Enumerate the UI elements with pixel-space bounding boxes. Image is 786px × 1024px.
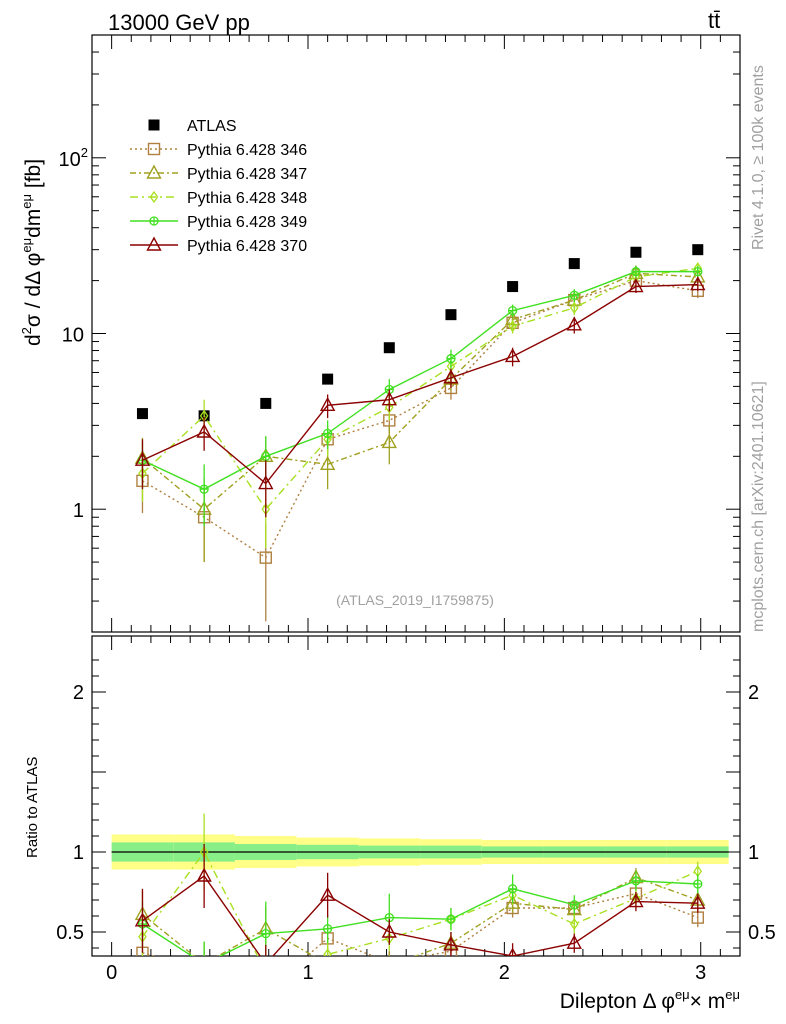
point-atlas bbox=[322, 373, 334, 385]
series-line-p348 bbox=[141, 267, 698, 511]
ratio-point-p346 bbox=[384, 957, 395, 968]
legend-label-p346: Pythia 6.428 346 bbox=[187, 142, 307, 159]
point-atlas bbox=[136, 408, 148, 420]
ratio-ylabel: Ratio to ATLAS bbox=[24, 757, 41, 858]
point-p347 bbox=[319, 455, 336, 471]
ratio-point-p370 bbox=[628, 893, 644, 908]
point-p348 bbox=[569, 301, 579, 314]
point-p346 bbox=[259, 551, 272, 564]
main-ylabel: d2σ / dΔ φeμdmeμ [fb] bbox=[19, 159, 45, 346]
series-line-p347 bbox=[142, 272, 698, 511]
point-p370 bbox=[566, 316, 582, 331]
point-atlas bbox=[260, 397, 272, 409]
legend-label-p348: Pythia 6.428 348 bbox=[187, 190, 307, 207]
ratio-point-p370 bbox=[381, 923, 397, 938]
ratio-line-p349 bbox=[142, 880, 698, 956]
ratio-point-p347 bbox=[383, 959, 396, 971]
legend: ATLAS Pythia 6.428 346 Pythia 6.428 347 Pyt… bbox=[130, 118, 307, 255]
main-series bbox=[134, 244, 706, 622]
series-line-p349 bbox=[142, 270, 698, 490]
mcplots-label: mcplots.cern.ch [arXiv:2401.10621] bbox=[750, 381, 767, 632]
ratio-point-p370 bbox=[265, 955, 267, 956]
ratio-point-p370 bbox=[196, 867, 212, 882]
main-ytick-label-exponent: 2 bbox=[81, 145, 88, 160]
ratio-point-p370 bbox=[319, 886, 336, 901]
ratio-point-p346 bbox=[199, 965, 210, 976]
legend-label-atlas: ATLAS bbox=[187, 118, 237, 135]
ratio-frame bbox=[91, 635, 741, 957]
analysis-watermark: (ATLAS_2019_I1759875) bbox=[336, 592, 494, 608]
ratio-series bbox=[134, 813, 706, 997]
ratio-line-p348 bbox=[141, 850, 699, 956]
ratio-ytick-label-right: 1 bbox=[748, 842, 759, 864]
ratio-ytick-label: 0.5 bbox=[56, 922, 84, 944]
legend-label-p347: Pythia 6.428 347 bbox=[187, 166, 307, 183]
ratio-point-p347 bbox=[327, 955, 328, 956]
ratio-point-p348 bbox=[323, 948, 332, 956]
point-atlas bbox=[507, 281, 519, 293]
ratio-point-p348 bbox=[262, 967, 269, 977]
energy-label: 13000 GeV pp bbox=[108, 10, 250, 35]
point-atlas bbox=[692, 244, 704, 256]
point-atlas bbox=[630, 246, 642, 258]
ratio-ytick-label-right: 0.5 bbox=[748, 922, 776, 944]
point-p370 bbox=[443, 369, 459, 384]
ratio-uncertainty-band bbox=[111, 834, 729, 870]
ratio-point-p370 bbox=[443, 936, 459, 951]
rivet-label: Rivet 4.1.0, ≥ 100k events bbox=[750, 65, 767, 250]
point-p370 bbox=[504, 348, 521, 363]
point-p348 bbox=[508, 320, 517, 333]
series-line-p346 bbox=[142, 279, 698, 559]
ratio-point-p347 bbox=[203, 955, 205, 956]
ratio-ytick-label: 2 bbox=[73, 682, 84, 704]
ratio-line-p370 bbox=[142, 875, 698, 956]
point-p370 bbox=[690, 276, 706, 291]
xtick-label: 3 bbox=[695, 962, 706, 984]
point-p370 bbox=[258, 475, 274, 490]
xtick-label: 1 bbox=[302, 962, 313, 984]
ratio-line-p346 bbox=[142, 892, 699, 956]
ratio-point-p347 bbox=[504, 894, 521, 909]
ratio-point-p348 bbox=[569, 917, 579, 931]
point-p348 bbox=[385, 401, 394, 414]
main-ytick-label: 1 bbox=[73, 500, 84, 522]
ratio-series-group bbox=[134, 813, 706, 997]
ratio-point-p370 bbox=[566, 934, 582, 949]
point-p370 bbox=[134, 451, 151, 466]
ratio-point-p370 bbox=[690, 894, 706, 909]
process-label: tt̄ bbox=[708, 8, 720, 33]
ratio-ytick-label-right: 2 bbox=[748, 682, 759, 704]
main-ytick-label: 10 bbox=[62, 325, 84, 347]
legend-marker-p348 bbox=[149, 190, 159, 204]
ratio-line-p347 bbox=[142, 876, 699, 956]
legend-marker-p346 bbox=[147, 142, 161, 156]
ratio-point-p370 bbox=[134, 912, 151, 927]
point-p370 bbox=[196, 423, 212, 438]
ratio-ytick-label: 1 bbox=[73, 842, 84, 864]
xlabel: Dilepton Δ φeμ× meμ bbox=[560, 987, 740, 1013]
legend-marker-atlas bbox=[148, 119, 160, 131]
point-p347 bbox=[381, 433, 397, 449]
point-p370 bbox=[319, 396, 336, 412]
legend-label-p370: Pythia 6.428 370 bbox=[187, 238, 307, 255]
ratio-point-p346 bbox=[260, 986, 271, 997]
point-atlas bbox=[445, 309, 457, 321]
point-atlas bbox=[383, 342, 395, 354]
point-p370 bbox=[628, 278, 644, 293]
xtick-label: 0 bbox=[106, 962, 117, 984]
point-atlas bbox=[568, 258, 580, 270]
legend-label-p349: Pythia 6.428 349 bbox=[187, 214, 307, 231]
legend-marker-p370 bbox=[146, 236, 162, 251]
ratio-point-p349 bbox=[200, 960, 208, 968]
series-line-p370 bbox=[142, 283, 698, 485]
xtick-label: 2 bbox=[499, 962, 510, 984]
ratio-point-p370 bbox=[508, 947, 518, 956]
point-p370 bbox=[381, 391, 397, 406]
legend-marker-p347 bbox=[146, 164, 162, 179]
main-ytick-label: 102 bbox=[59, 145, 88, 171]
